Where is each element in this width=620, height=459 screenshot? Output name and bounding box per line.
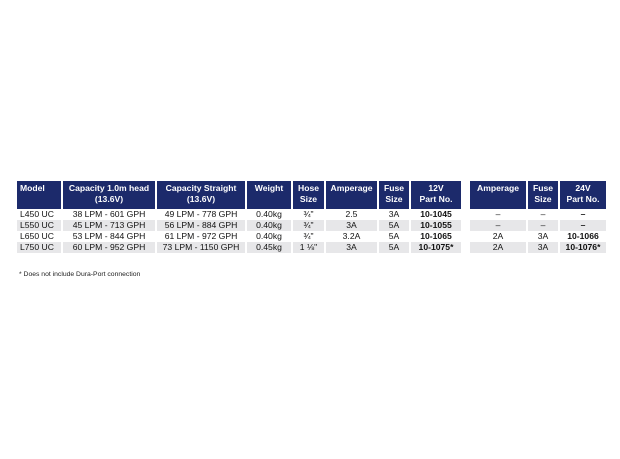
cell-weight: 0.40kg bbox=[247, 209, 293, 220]
table-row: L650 UC 53 LPM - 844 GPH 61 LPM - 972 GP… bbox=[17, 231, 608, 242]
cell-model: L650 UC bbox=[17, 231, 63, 242]
cell-weight: 0.40kg bbox=[247, 231, 293, 242]
table-row: L550 UC 45 LPM - 713 GPH 56 LPM - 884 GP… bbox=[17, 220, 608, 231]
header-weight: Weight bbox=[247, 181, 293, 209]
cell-capacity-head: 60 LPM - 952 GPH bbox=[63, 242, 157, 253]
header-part-no-12v: 12V Part No. bbox=[411, 181, 463, 209]
header-model: Model bbox=[17, 181, 63, 209]
cell-amperage-12v: 3.2A bbox=[326, 231, 379, 242]
cell-part-12v: 10-1065 bbox=[411, 231, 463, 242]
cell-hose-size: 1 ⅛" bbox=[293, 242, 326, 253]
cell-gap bbox=[463, 209, 470, 220]
cell-part-24v: – bbox=[560, 220, 608, 231]
header-capacity-head: Capacity 1.0m head (13.6V) bbox=[63, 181, 157, 209]
cell-amperage-24v: 2A bbox=[470, 231, 528, 242]
cell-gap bbox=[463, 231, 470, 242]
cell-hose-size: ¾" bbox=[293, 231, 326, 242]
cell-model: L450 UC bbox=[17, 209, 63, 220]
cell-fuse-24v: 3A bbox=[528, 231, 560, 242]
cell-gap bbox=[463, 242, 470, 253]
cell-part-24v: 10-1066 bbox=[560, 231, 608, 242]
cell-amperage-12v: 3A bbox=[326, 220, 379, 231]
header-amperage-12v: Amperage bbox=[326, 181, 379, 209]
cell-part-12v: 10-1045 bbox=[411, 209, 463, 220]
cell-fuse-24v: – bbox=[528, 220, 560, 231]
cell-fuse-12v: 5A bbox=[379, 220, 411, 231]
header-row: Model Capacity 1.0m head (13.6V) Capacity… bbox=[17, 181, 608, 209]
header-fuse-size-24v: Fuse Size bbox=[528, 181, 560, 209]
spec-table: Model Capacity 1.0m head (13.6V) Capacity… bbox=[17, 181, 608, 253]
cell-part-12v: 10-1055 bbox=[411, 220, 463, 231]
cell-part-24v: 10-1076* bbox=[560, 242, 608, 253]
header-fuse-size-12v: Fuse Size bbox=[379, 181, 411, 209]
cell-part-24v: – bbox=[560, 209, 608, 220]
table-row: L750 UC 60 LPM - 952 GPH 73 LPM - 1150 G… bbox=[17, 242, 608, 253]
cell-capacity-head: 38 LPM - 601 GPH bbox=[63, 209, 157, 220]
header-part-no-24v: 24V Part No. bbox=[560, 181, 608, 209]
cell-weight: 0.45kg bbox=[247, 242, 293, 253]
cell-amperage-12v: 3A bbox=[326, 242, 379, 253]
cell-model: L750 UC bbox=[17, 242, 63, 253]
cell-fuse-24v: – bbox=[528, 209, 560, 220]
cell-weight: 0.40kg bbox=[247, 220, 293, 231]
cell-fuse-12v: 3A bbox=[379, 209, 411, 220]
cell-capacity-head: 45 LPM - 713 GPH bbox=[63, 220, 157, 231]
cell-capacity-head: 53 LPM - 844 GPH bbox=[63, 231, 157, 242]
cell-fuse-24v: 3A bbox=[528, 242, 560, 253]
cell-part-12v: 10-1075* bbox=[411, 242, 463, 253]
cell-hose-size: ¾" bbox=[293, 220, 326, 231]
cell-gap bbox=[463, 220, 470, 231]
cell-amperage-12v: 2.5 bbox=[326, 209, 379, 220]
table-row: L450 UC 38 LPM - 601 GPH 49 LPM - 778 GP… bbox=[17, 209, 608, 220]
cell-fuse-12v: 5A bbox=[379, 242, 411, 253]
header-capacity-straight: Capacity Straight (13.6V) bbox=[157, 181, 247, 209]
cell-capacity-straight: 49 LPM - 778 GPH bbox=[157, 209, 247, 220]
header-amperage-24v: Amperage bbox=[470, 181, 528, 209]
cell-fuse-12v: 5A bbox=[379, 231, 411, 242]
cell-amperage-24v: 2A bbox=[470, 242, 528, 253]
cell-capacity-straight: 61 LPM - 972 GPH bbox=[157, 231, 247, 242]
header-hose-size: Hose Size bbox=[293, 181, 326, 209]
cell-amperage-24v: – bbox=[470, 220, 528, 231]
cell-capacity-straight: 56 LPM - 884 GPH bbox=[157, 220, 247, 231]
cell-hose-size: ¾" bbox=[293, 209, 326, 220]
footnote: * Does not include Dura-Port connection bbox=[19, 271, 141, 278]
header-gap bbox=[463, 181, 470, 209]
cell-capacity-straight: 73 LPM - 1150 GPH bbox=[157, 242, 247, 253]
cell-amperage-24v: – bbox=[470, 209, 528, 220]
cell-model: L550 UC bbox=[17, 220, 63, 231]
